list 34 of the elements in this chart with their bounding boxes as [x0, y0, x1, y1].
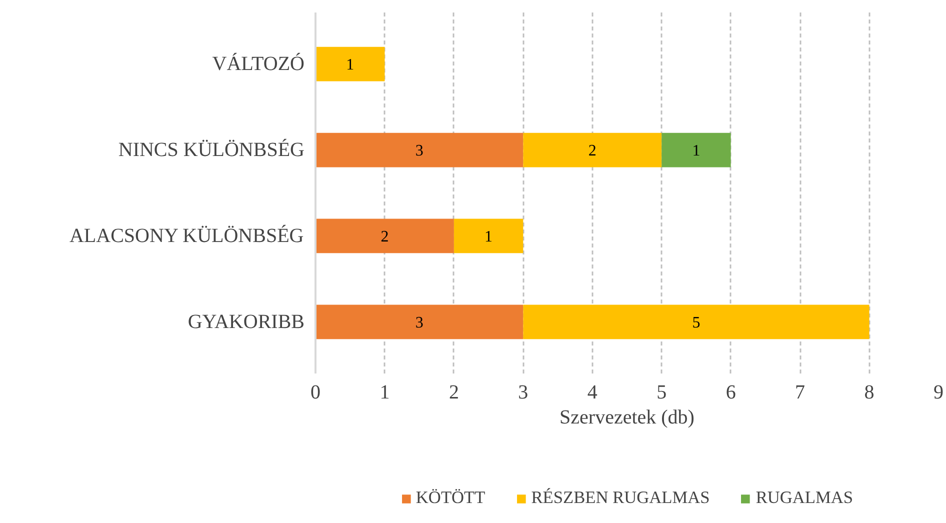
- x-axis-title: Szervezetek (db): [560, 406, 694, 428]
- legend-label: RUGALMAS: [756, 488, 854, 508]
- bar: [316, 132, 524, 168]
- data-label: 2: [380, 228, 389, 246]
- bar: [316, 218, 454, 254]
- x-tick-label: 7: [795, 382, 806, 404]
- data-label: 3: [415, 142, 424, 160]
- x-tick-label: 1: [380, 382, 390, 404]
- data-label: 1: [692, 142, 700, 160]
- x-tick-label: 5: [656, 382, 667, 404]
- legend-label: RÉSZBEN RUGALMAS: [531, 488, 710, 508]
- x-tick-label: 3: [518, 382, 528, 404]
- bar: [316, 46, 385, 82]
- legend-label: KÖTÖTT: [416, 488, 486, 508]
- bar: [454, 218, 524, 254]
- x-tick-label: 6: [726, 382, 736, 404]
- x-tick-label: 9: [934, 382, 944, 404]
- bar: [523, 132, 662, 168]
- y-tick-label: GYAKORIBB: [188, 310, 305, 333]
- x-tick-label: 8: [864, 382, 874, 404]
- bar: [316, 304, 524, 340]
- data-label: 1: [346, 56, 354, 74]
- x-tick-label: 4: [587, 382, 598, 404]
- y-tick-label: VÁLTOZÓ: [212, 52, 305, 76]
- y-tick-label: ALACSONY KÜLÖNBSÉG: [69, 224, 304, 247]
- x-tick-label: 2: [448, 382, 459, 404]
- x-tick-label: 0: [310, 382, 320, 404]
- data-label: 1: [484, 228, 493, 246]
- y-tick-label: NINCS KÜLÖNBSÉG: [118, 138, 304, 162]
- bar: [523, 304, 870, 340]
- bar: [662, 132, 731, 168]
- data-label: 2: [588, 142, 596, 160]
- data-label: 3: [415, 314, 424, 332]
- data-label: 5: [692, 314, 700, 332]
